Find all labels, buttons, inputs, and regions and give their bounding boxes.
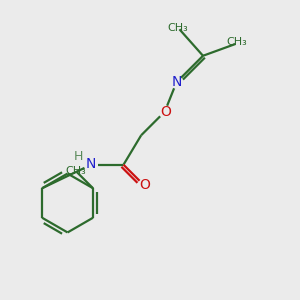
Text: CH₃: CH₃ [168, 23, 188, 33]
Text: O: O [139, 178, 150, 192]
Text: H: H [74, 150, 83, 163]
Text: CH₃: CH₃ [65, 166, 86, 176]
Text: O: O [160, 105, 171, 119]
Text: N: N [171, 75, 182, 89]
Text: CH₃: CH₃ [226, 37, 247, 46]
Text: N: N [85, 157, 96, 171]
